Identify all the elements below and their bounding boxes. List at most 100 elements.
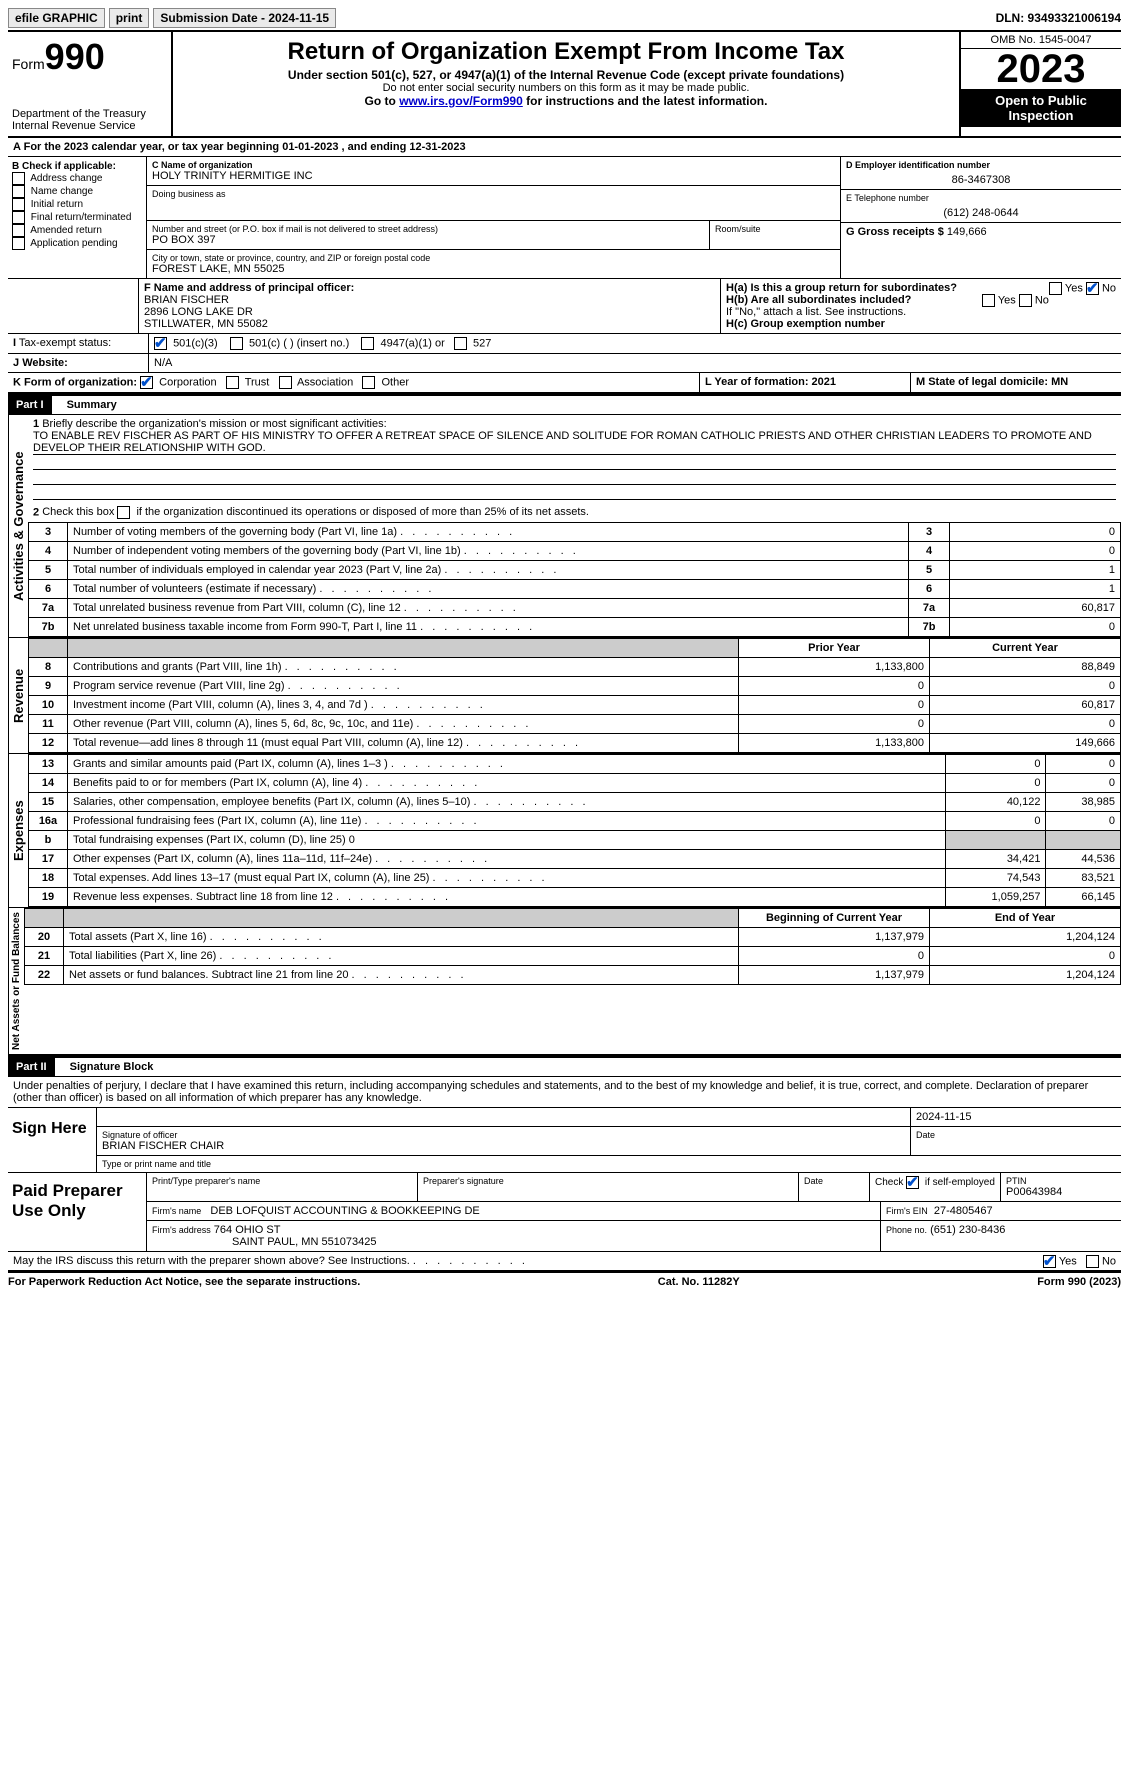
room-label: Room/suite	[715, 224, 835, 234]
section-b-checkbox[interactable]	[12, 224, 25, 237]
line-number: 16a	[29, 812, 68, 831]
cat-no: Cat. No. 11282Y	[658, 1276, 740, 1288]
mission-text: TO ENABLE REV FISCHER AS PART OF HIS MIN…	[33, 430, 1116, 455]
section-hc: H(c) Group exemption number	[726, 318, 1116, 330]
line-number: 7a	[29, 599, 68, 618]
prior-value: 1,133,800	[739, 734, 930, 753]
section-b-checkbox[interactable]	[12, 211, 25, 224]
section-b-checkbox[interactable]	[12, 198, 25, 211]
prior-value: 0	[946, 812, 1046, 831]
self-employed-checkbox[interactable]	[906, 1176, 919, 1189]
firm-phone: (651) 230-8436	[930, 1224, 1005, 1236]
firm-addr2: SAINT PAUL, MN 551073425	[152, 1236, 377, 1248]
other-checkbox[interactable]	[362, 376, 375, 389]
line-number: b	[29, 831, 68, 850]
sign-here-label: Sign Here	[8, 1108, 97, 1172]
prior-value: 0	[739, 715, 930, 734]
irs-link[interactable]: www.irs.gov/Form990	[399, 94, 523, 108]
section-b-item: Address change	[12, 172, 142, 185]
officer-addr1: 2896 LONG LAKE DR	[144, 306, 715, 318]
page-footer: For Paperwork Reduction Act Notice, see …	[8, 1271, 1121, 1288]
open-public-badge: Open to Public Inspection	[961, 89, 1121, 127]
dba-label: Doing business as	[152, 189, 835, 199]
section-b-checkbox[interactable]	[12, 237, 25, 250]
prep-date-label: Date	[804, 1176, 864, 1186]
line-value: 1	[950, 580, 1121, 599]
current-value: 0	[930, 715, 1121, 734]
line-label: Total number of volunteers (estimate if …	[68, 580, 909, 599]
line-number: 11	[29, 715, 68, 734]
website-value: N/A	[149, 354, 1121, 372]
perjury-text: Under penalties of perjury, I declare th…	[8, 1077, 1121, 1108]
ein-value: 86-3467308	[846, 170, 1116, 186]
line2-checkbox[interactable]	[117, 506, 130, 519]
hb-no-checkbox[interactable]	[1019, 294, 1032, 307]
line1-label: Briefly describe the organization's miss…	[42, 418, 386, 430]
ssn-note: Do not enter social security numbers on …	[177, 82, 955, 94]
prior-value: 1,059,257	[946, 888, 1046, 907]
4947-checkbox[interactable]	[361, 337, 374, 350]
corp-checkbox[interactable]	[140, 376, 153, 389]
ha-yes-checkbox[interactable]	[1049, 282, 1062, 295]
section-hb: H(b) Are all subordinates included? Yes …	[726, 294, 1116, 306]
section-g-label: G Gross receipts $	[846, 226, 944, 238]
line-number: 21	[25, 947, 64, 966]
org-form-row: K Form of organization: Corporation Trus…	[8, 373, 1121, 394]
street-value: PO BOX 397	[152, 234, 704, 246]
line-number: 5	[29, 561, 68, 580]
line-ref: 4	[909, 542, 950, 561]
identity-block: B Check if applicable: Address change Na…	[8, 157, 1121, 279]
current-value: 60,817	[930, 696, 1121, 715]
prior-value: 0	[739, 677, 930, 696]
phone-value: (612) 248-0644	[846, 203, 1116, 219]
begin-value: 0	[739, 947, 930, 966]
efile-graphic-button[interactable]: efile GRAPHIC	[8, 8, 105, 28]
section-m: M State of legal domicile: MN	[911, 373, 1121, 392]
line-value: 0	[950, 618, 1121, 637]
section-b-checkbox[interactable]	[12, 185, 25, 198]
line-label: Total unrelated business revenue from Pa…	[68, 599, 909, 618]
section-b-item: Final return/terminated	[12, 211, 142, 224]
line-label: Salaries, other compensation, employee b…	[68, 793, 946, 812]
print-button[interactable]: print	[109, 8, 150, 28]
section-b-checkbox[interactable]	[12, 172, 25, 185]
discuss-yes-checkbox[interactable]	[1043, 1255, 1056, 1268]
line-number: 19	[29, 888, 68, 907]
assoc-checkbox[interactable]	[279, 376, 292, 389]
form-ref: Form 990 (2023)	[1037, 1276, 1121, 1288]
line-label: Total assets (Part X, line 16)	[64, 928, 739, 947]
prior-value: 0	[739, 696, 930, 715]
hb-yes-checkbox[interactable]	[982, 294, 995, 307]
section-l: L Year of formation: 2021	[700, 373, 911, 392]
part1-header: Part I	[8, 396, 52, 414]
discuss-no-checkbox[interactable]	[1086, 1255, 1099, 1268]
trust-checkbox[interactable]	[226, 376, 239, 389]
501c-checkbox[interactable]	[230, 337, 243, 350]
line-label: Professional fundraising fees (Part IX, …	[68, 812, 946, 831]
line-label: Benefits paid to or for members (Part IX…	[68, 774, 946, 793]
type-name-label: Type or print name and title	[97, 1156, 1121, 1172]
line-label: Total revenue—add lines 8 through 11 (mu…	[68, 734, 739, 753]
ha-no-checkbox[interactable]	[1086, 282, 1099, 295]
self-employed-label: Check if self-employed	[870, 1173, 1001, 1201]
irs-label: Internal Revenue Service	[12, 120, 167, 132]
vert-expenses: Expenses	[8, 754, 28, 907]
current-value: 0	[930, 677, 1121, 696]
line-label: Investment income (Part VIII, column (A)…	[68, 696, 739, 715]
line-label: Contributions and grants (Part VIII, lin…	[68, 658, 739, 677]
527-checkbox[interactable]	[454, 337, 467, 350]
ptin-label: PTIN	[1006, 1176, 1116, 1186]
firm-name: DEB LOFQUIST ACCOUNTING & BOOKKEEPING DE	[210, 1205, 479, 1217]
form-title: Return of Organization Exempt From Incom…	[177, 38, 955, 66]
line-number: 13	[29, 755, 68, 774]
line-ref: 5	[909, 561, 950, 580]
top-bar: efile GRAPHIC print Submission Date - 20…	[8, 8, 1121, 32]
prior-value: 0	[946, 774, 1046, 793]
section-f-label: F Name and address of principal officer:	[144, 282, 715, 294]
ptin-value: P00643984	[1006, 1186, 1116, 1198]
501c3-checkbox[interactable]	[154, 337, 167, 350]
form-number: Form990	[12, 36, 167, 78]
officer-status-row: F Name and address of principal officer:…	[8, 279, 1121, 334]
prep-name-label: Print/Type preparer's name	[152, 1176, 412, 1186]
vert-revenue: Revenue	[8, 638, 28, 753]
